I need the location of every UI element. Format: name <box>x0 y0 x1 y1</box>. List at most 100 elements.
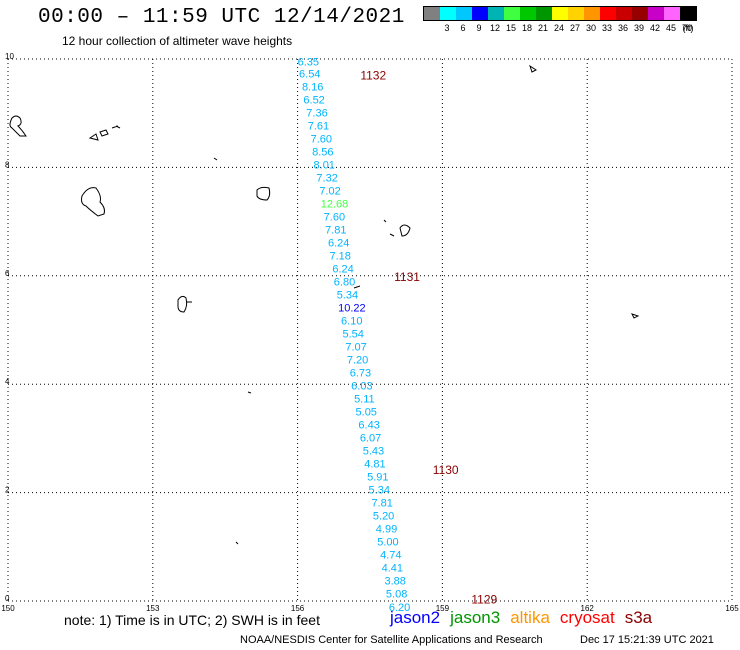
wave-height-label: 6.35 <box>298 57 319 69</box>
legend-label: 9 <box>476 23 482 33</box>
wave-height-label: 10.22 <box>338 303 366 315</box>
x-tick-label: 165 <box>725 604 739 613</box>
wave-height-label: 6.10 <box>341 316 362 328</box>
satellite-name: altika <box>510 608 550 627</box>
wave-height-label: 5.54 <box>342 329 363 341</box>
data-labels: 6.356.548.166.527.367.617.608.568.017.32… <box>298 57 411 614</box>
legend-label: 42 <box>649 23 660 33</box>
wave-height-label: 8.56 <box>312 146 333 158</box>
satellite-name: cryosat <box>559 608 615 627</box>
wave-height-label: 7.61 <box>308 120 329 132</box>
wave-height-label: 4.81 <box>364 459 385 471</box>
axis-ticks: 150 153 156 159 162 165 0 2 4 6 8 10 <box>1 52 739 613</box>
wave-height-label: 5.00 <box>377 537 398 549</box>
legend-swatch <box>568 7 584 20</box>
wave-height-label: 4.41 <box>382 563 403 575</box>
wave-height-label: 8.01 <box>314 159 335 171</box>
track-number-label: 1132 <box>360 69 386 83</box>
legend-label: 33 <box>601 23 612 33</box>
wave-height-label: 7.07 <box>345 342 366 354</box>
island-outline <box>88 125 121 141</box>
legend-label: 18 <box>521 23 532 33</box>
island-outline <box>9 115 27 137</box>
wave-height-label: 6.07 <box>360 433 381 445</box>
wave-height-label: 7.81 <box>325 225 346 237</box>
wave-height-label: 8.16 <box>302 81 323 93</box>
wave-height-label: 6.54 <box>299 68 320 80</box>
legend-label: 30 <box>585 23 596 33</box>
wave-height-label: 5.20 <box>373 511 394 523</box>
legend-label: 45 <box>665 23 676 33</box>
legend-swatch <box>504 7 520 20</box>
island-outline <box>81 187 105 217</box>
legend-labels: 3 6 9 12 15 18 21 24 27 30 33 36 39 42 45 70 (ft) <box>423 21 697 33</box>
footer-note: note: 1) Time is in UTC; 2) SWH is in fe… <box>64 612 320 628</box>
island-outline <box>213 64 640 545</box>
wave-height-label: 5.11 <box>354 394 375 406</box>
wave-height-label: 7.60 <box>324 212 345 224</box>
wave-height-label: 7.36 <box>306 107 327 119</box>
y-tick-label: 10 <box>5 52 14 61</box>
legend-swatch <box>472 7 488 20</box>
wave-height-label: 5.08 <box>386 589 407 601</box>
legend-swatches <box>423 6 697 21</box>
x-tick-label: 150 <box>1 604 15 613</box>
wave-height-label: 4.74 <box>380 550 401 562</box>
legend-label: 36 <box>617 23 628 33</box>
x-tick-label: 162 <box>581 604 595 613</box>
wave-height-label: 5.34 <box>337 290 358 302</box>
legend-label: 15 <box>505 23 516 33</box>
track-number-label: 1131 <box>394 270 420 284</box>
wave-height-label: 6.52 <box>303 94 324 106</box>
wave-height-label: 7.81 <box>371 498 392 510</box>
wave-height-label: 6.43 <box>358 420 379 432</box>
legend-label: 3 <box>444 23 450 33</box>
legend-label: 24 <box>553 23 564 33</box>
track-labels: 1132 1131 1130 1129 <box>360 69 497 607</box>
legend-swatch <box>680 7 696 20</box>
wave-height-label: 6.80 <box>334 277 355 289</box>
grid <box>7 58 733 602</box>
wave-height-label: 12.68 <box>321 199 349 211</box>
satellite-name: jason2 <box>390 608 441 627</box>
wave-height-label: 5.05 <box>356 407 377 419</box>
y-tick-label: 6 <box>5 269 10 278</box>
y-tick-label: 0 <box>5 594 10 603</box>
wave-height-label: 5.34 <box>369 485 390 497</box>
island-outline <box>177 295 192 313</box>
y-tick-label: 2 <box>5 486 10 495</box>
legend-swatch <box>488 7 504 20</box>
legend-swatch <box>632 7 648 20</box>
legend-unit-label: (ft) <box>682 23 694 33</box>
legend-swatch <box>616 7 632 20</box>
wave-height-label: 6.24 <box>328 238 349 250</box>
coastlines <box>9 64 640 545</box>
legend-label: 27 <box>569 23 580 33</box>
color-legend: 3 6 9 12 15 18 21 24 27 30 33 36 39 42 45 70 (ft) <box>423 6 697 33</box>
wave-height-label: 6.73 <box>350 368 371 380</box>
legend-swatch <box>536 7 552 20</box>
wave-height-label: 7.02 <box>319 186 340 198</box>
y-tick-label: 4 <box>5 377 10 386</box>
legend-swatch <box>648 7 664 20</box>
island-outline <box>383 219 411 237</box>
satellite-name: s3a <box>624 608 653 627</box>
wave-height-label: 6.24 <box>332 264 353 276</box>
legend-swatch <box>584 7 600 20</box>
wave-height-label: 5.91 <box>367 472 388 484</box>
legend-label: 39 <box>633 23 644 33</box>
wave-height-label: 3.88 <box>384 576 405 588</box>
legend-swatch <box>424 7 440 20</box>
footer-credit: NOAA/NESDIS Center for Satellite Applica… <box>240 634 543 646</box>
legend-swatch <box>664 7 680 20</box>
x-tick-label: 159 <box>436 604 450 613</box>
wave-height-label: 7.60 <box>311 133 332 145</box>
legend-label: 12 <box>489 23 500 33</box>
x-tick-label: 156 <box>291 604 305 613</box>
legend-swatch <box>600 7 616 20</box>
chart-subtitle: 12 hour collection of altimeter wave hei… <box>62 34 293 48</box>
wave-height-label: 7.20 <box>347 355 368 367</box>
x-tick-label: 153 <box>146 604 160 613</box>
legend-swatch <box>520 7 536 20</box>
